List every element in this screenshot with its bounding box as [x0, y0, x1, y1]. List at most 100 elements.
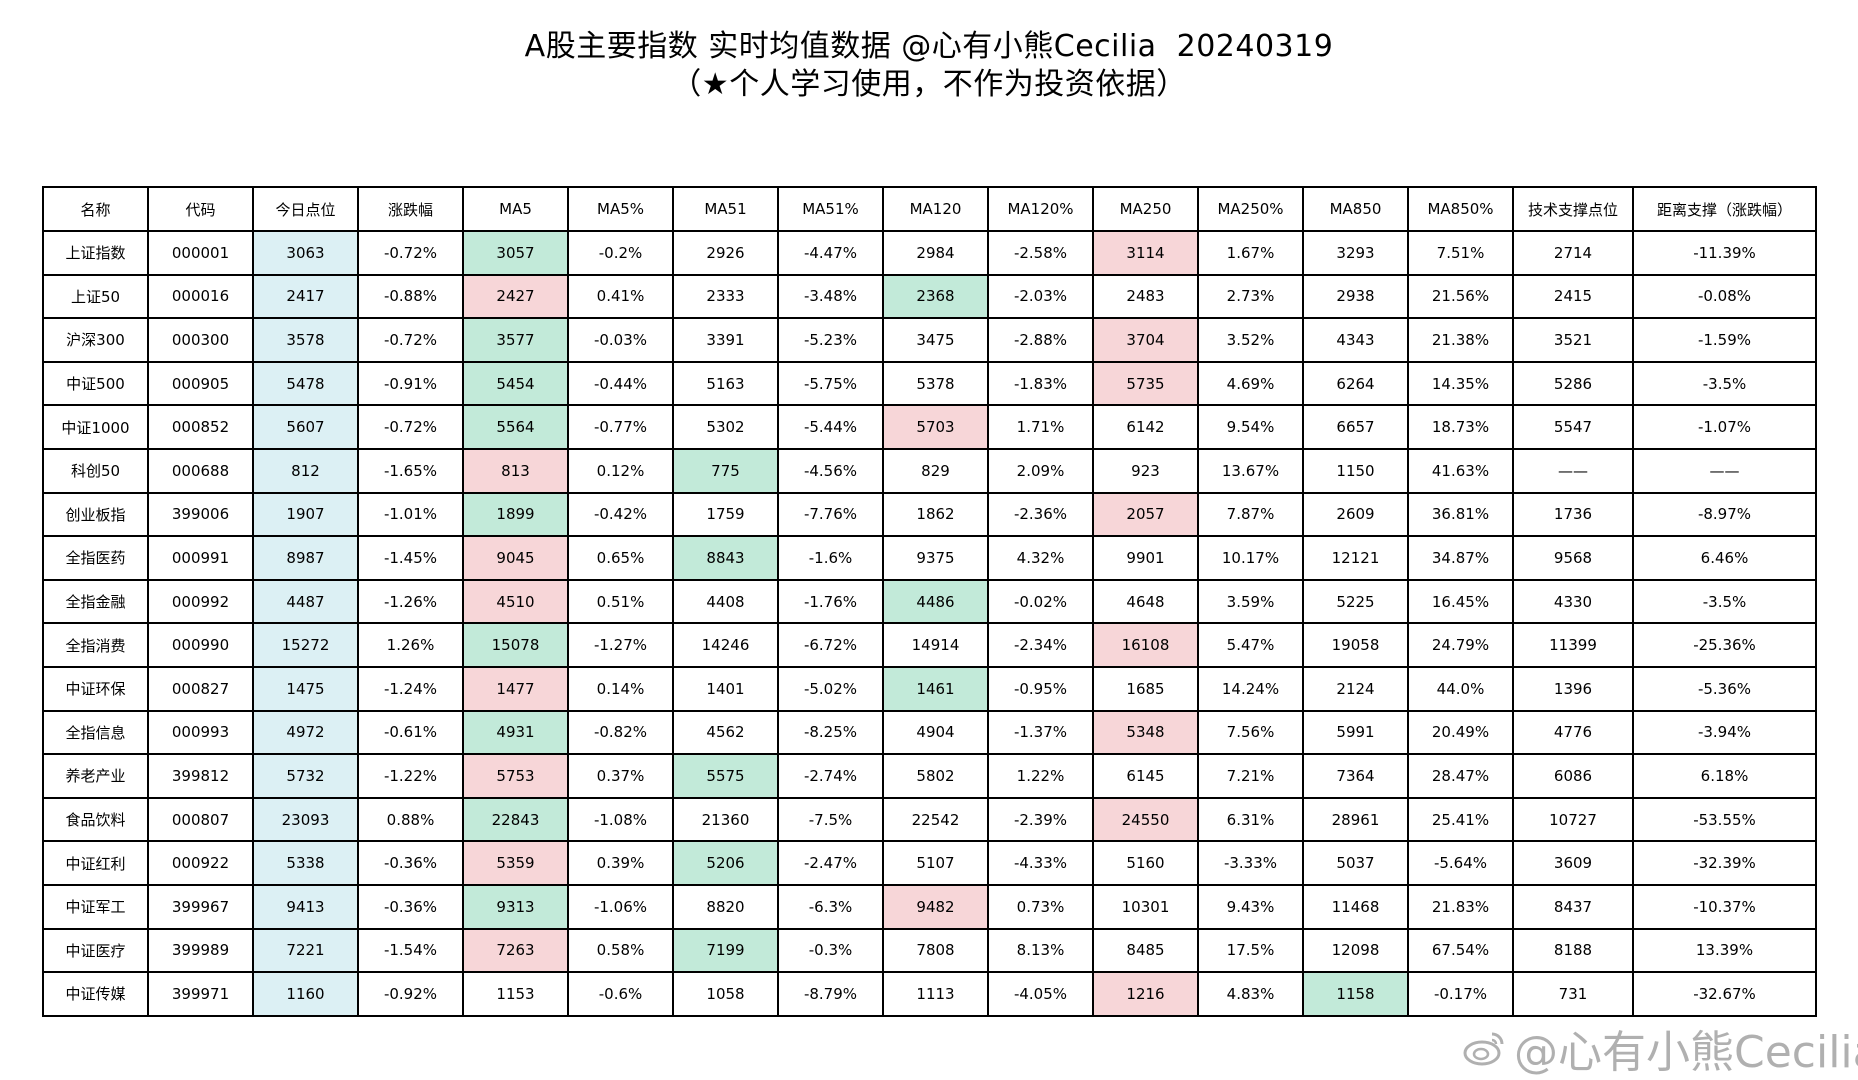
table-cell: 5454 [462, 360, 569, 407]
table-cell: 000905 [147, 360, 254, 407]
table-cell: -2.88% [987, 317, 1094, 363]
table-cell: 1.26% [357, 622, 464, 668]
table-cell: 2.09% [987, 447, 1094, 494]
column-header: MA250 [1092, 186, 1199, 232]
table-cell: 000922 [147, 840, 254, 886]
table-cell: -10.37% [1632, 883, 1817, 930]
table-cell: 000991 [147, 535, 254, 581]
index-name-cell: 全指金融 [42, 578, 149, 625]
table-cell: 5.47% [1197, 622, 1304, 668]
table-cell: 1160 [252, 971, 359, 1017]
title-block: A股主要指数 实时均值数据 @心有小熊Cecilia 20240319 （★个人… [0, 28, 1858, 104]
table-cell: 5703 [882, 404, 989, 450]
table-cell: 6.46% [1632, 535, 1817, 581]
table-cell: 5547 [1512, 404, 1634, 450]
table-cell: 5225 [1302, 578, 1409, 625]
table-cell: 3057 [462, 230, 569, 276]
table-cell: 5302 [672, 404, 779, 450]
table-cell: -1.01% [357, 491, 464, 538]
table-cell: -0.91% [357, 360, 464, 407]
table-cell: 0.14% [567, 665, 674, 712]
table-cell: 2926 [672, 230, 779, 276]
table-cell: 11399 [1512, 622, 1634, 668]
watermark: @心有小熊Cecilia [1462, 1016, 1858, 1080]
table-cell: 0.51% [567, 578, 674, 625]
table-cell: 5732 [252, 753, 359, 799]
table-cell: -6.3% [777, 883, 884, 930]
index-name-cell: 中证1000 [42, 404, 149, 450]
table-cell: —— [1512, 447, 1634, 494]
table-cell: -0.36% [357, 840, 464, 886]
table-cell: -1.45% [357, 535, 464, 581]
column-header: 涨跌幅 [357, 186, 464, 232]
column-header: MA5% [567, 186, 674, 232]
table-cell: 1736 [1512, 491, 1634, 538]
table-cell: 8188 [1512, 927, 1634, 974]
table-cell: -2.03% [987, 273, 1094, 320]
table-cell: 9045 [462, 535, 569, 581]
column-header: 今日点位 [252, 186, 359, 232]
table-cell: 13.39% [1632, 927, 1817, 974]
table-cell: -0.92% [357, 971, 464, 1017]
table-cell: -3.94% [1632, 709, 1817, 756]
table-cell: 24550 [1092, 796, 1199, 843]
table-cell: 2483 [1092, 273, 1199, 320]
table-cell: 10727 [1512, 796, 1634, 843]
table-cell: —— [1632, 447, 1817, 494]
table-cell: 5163 [672, 360, 779, 407]
table-cell: 3391 [672, 317, 779, 363]
table-cell: 4.83% [1197, 971, 1304, 1017]
table-cell: 2984 [882, 230, 989, 276]
table-cell: 3475 [882, 317, 989, 363]
table-cell: -6.72% [777, 622, 884, 668]
index-name-cell: 全指医药 [42, 535, 149, 581]
table-cell: 6086 [1512, 753, 1634, 799]
table-cell: 7.51% [1407, 230, 1514, 276]
table-cell: 2415 [1512, 273, 1634, 320]
table-cell: 21.56% [1407, 273, 1514, 320]
table-cell: -0.2% [567, 230, 674, 276]
table-cell: 3577 [462, 317, 569, 363]
table-cell: 19058 [1302, 622, 1409, 668]
table-cell: 4330 [1512, 578, 1634, 625]
table-cell: 6.31% [1197, 796, 1304, 843]
table-cell: -1.83% [987, 360, 1094, 407]
table-cell: 14914 [882, 622, 989, 668]
table-cell: 9.54% [1197, 404, 1304, 450]
table-cell: 1475 [252, 665, 359, 712]
table-cell: 3704 [1092, 317, 1199, 363]
table-cell: 14.35% [1407, 360, 1514, 407]
index-name-cell: 中证军工 [42, 883, 149, 930]
table-cell: 000992 [147, 578, 254, 625]
index-name-cell: 中证红利 [42, 840, 149, 886]
table-cell: 3.52% [1197, 317, 1304, 363]
table-cell: 5607 [252, 404, 359, 450]
table-cell: -1.22% [357, 753, 464, 799]
column-header: 距离支撑（涨跌幅） [1632, 186, 1817, 232]
table-cell: 15078 [462, 622, 569, 668]
table-cell: 6657 [1302, 404, 1409, 450]
table-cell: -1.26% [357, 578, 464, 625]
table-cell: -25.36% [1632, 622, 1817, 668]
table-cell: 5378 [882, 360, 989, 407]
table-cell: -4.56% [777, 447, 884, 494]
table-cell: 812 [252, 447, 359, 494]
table-cell: 000993 [147, 709, 254, 756]
table-row: 上证指数 000001 3063 -0.72% 3057 -0.2% 2926 -4.47% 2… [42, 230, 1817, 276]
table-row: 中证500 000905 5478 -0.91% 5454 -0.44% 5163 -5.75… [42, 360, 1817, 407]
table-cell: 3293 [1302, 230, 1409, 276]
table-cell: -5.23% [777, 317, 884, 363]
table-cell: 25.41% [1407, 796, 1514, 843]
table-cell: 1153 [462, 971, 569, 1017]
table-cell: 9901 [1092, 535, 1199, 581]
table-cell: 0.88% [357, 796, 464, 843]
table-row: 中证传媒 399971 1160 -0.92% 1153 -0.6% 1058 -8.79% 1… [42, 971, 1817, 1017]
table-cell: -5.75% [777, 360, 884, 407]
table-cell: -0.82% [567, 709, 674, 756]
table-cell: -0.17% [1407, 971, 1514, 1017]
table-cell: 34.87% [1407, 535, 1514, 581]
table-row: 全指信息 000993 4972 -0.61% 4931 -0.82% 4562 -8.25%… [42, 709, 1817, 756]
table-cell: 5338 [252, 840, 359, 886]
table-row: 中证军工 399967 9413 -0.36% 9313 -1.06% 8820 -6.3% 9… [42, 883, 1817, 930]
table-cell: -3.5% [1632, 360, 1817, 407]
